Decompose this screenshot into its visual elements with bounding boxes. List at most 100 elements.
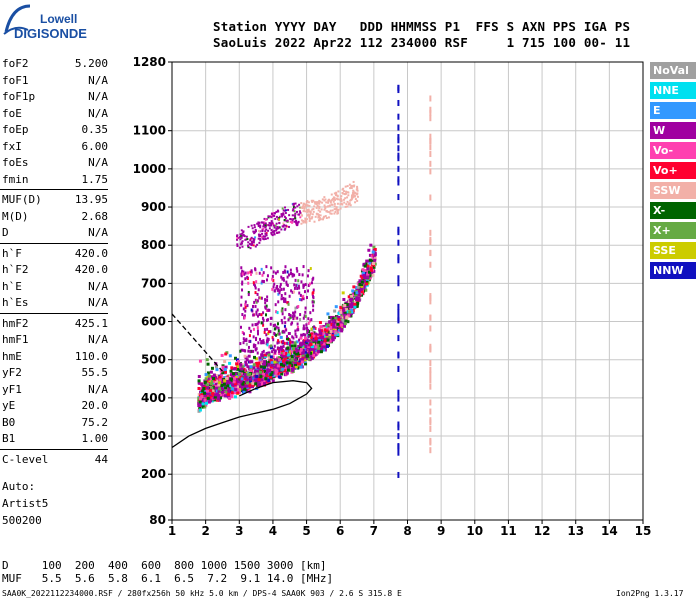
echo-point xyxy=(260,382,264,386)
echo-point xyxy=(353,301,357,305)
echo-point-spread xyxy=(281,307,284,311)
echo-point-spread xyxy=(294,306,297,310)
echo-point-spread xyxy=(283,299,286,303)
echo-point-spread xyxy=(298,298,301,302)
echo-point xyxy=(245,378,249,382)
echo-point xyxy=(352,285,356,289)
echo-point-spread xyxy=(262,349,265,353)
echo-point-hop xyxy=(347,194,350,197)
echo-point xyxy=(288,361,292,365)
echo-point-spread xyxy=(312,308,315,312)
echo-point xyxy=(303,359,307,363)
echo-point xyxy=(213,395,217,399)
echo-point-hop xyxy=(241,240,244,243)
param-row-hmf2: hmF2 425.1 xyxy=(2,316,108,332)
echo-point xyxy=(211,385,215,389)
echo-point-spread xyxy=(265,351,268,355)
echo-point xyxy=(315,342,319,346)
echo-point-spread xyxy=(300,298,303,302)
param-row-he: h`E N/A xyxy=(2,279,108,295)
echo-point-spread xyxy=(278,291,281,295)
echo-point-spread xyxy=(271,277,274,281)
echo-point xyxy=(338,329,342,333)
echo-point xyxy=(260,378,264,382)
echo-point-spread xyxy=(275,310,278,314)
echo-point-spread xyxy=(293,286,296,290)
echo-point xyxy=(290,364,294,368)
product-logo: DIGISONDE xyxy=(14,26,87,41)
interference-mark xyxy=(397,152,400,159)
echo-point xyxy=(214,379,218,383)
echo-point-hop xyxy=(266,237,269,240)
echo-point xyxy=(277,351,281,355)
echo-point xyxy=(304,350,308,354)
echo-point-hop xyxy=(238,246,241,249)
echo-point-hop xyxy=(334,210,337,213)
echo-point xyxy=(241,382,245,386)
echo-point xyxy=(291,368,295,372)
echo-point xyxy=(319,342,323,346)
echo-point-spread xyxy=(286,301,289,305)
echo-point xyxy=(257,378,261,382)
echo-point xyxy=(240,348,244,352)
echo-point xyxy=(351,289,355,293)
interference-mark xyxy=(397,309,400,316)
echo-point-hop xyxy=(335,191,338,194)
echo-point xyxy=(247,382,251,386)
echo-point-hop xyxy=(300,214,303,217)
echo-point xyxy=(318,321,322,325)
echo-point-spread xyxy=(302,294,305,298)
echo-point xyxy=(303,358,307,362)
echo-point xyxy=(234,356,238,360)
echo-point-spread xyxy=(283,269,286,273)
echo-point-spread xyxy=(303,314,306,318)
x-tick-label: 7 xyxy=(370,524,378,538)
echo-point-hop xyxy=(318,219,321,222)
echo-point xyxy=(234,378,238,382)
echo-point xyxy=(285,361,289,365)
echo-point xyxy=(311,345,315,349)
echo-point xyxy=(279,364,283,368)
echo-point-spread xyxy=(254,304,257,308)
echo-point-hop xyxy=(259,224,262,227)
y-tick-label: 600 xyxy=(141,315,166,329)
echo-point-spread xyxy=(282,278,285,282)
echo-point xyxy=(307,343,311,347)
echo-point xyxy=(250,360,254,364)
echo-point xyxy=(243,387,247,391)
echo-point-hop xyxy=(299,211,302,214)
echo-point xyxy=(243,372,247,376)
echo-point-spread xyxy=(265,265,268,269)
echo-point-hop xyxy=(268,227,271,230)
echo-point-hop xyxy=(278,218,281,221)
echo-point-hop xyxy=(238,236,241,239)
echo-point-hop xyxy=(258,221,261,224)
legend-item-e: E xyxy=(650,102,696,119)
echo-point xyxy=(229,384,233,388)
echo-point-spread xyxy=(262,280,265,284)
echo-point-hop xyxy=(273,226,276,229)
echo-point-hop xyxy=(336,212,339,215)
echo-point xyxy=(373,257,377,261)
echo-point xyxy=(263,369,267,373)
echo-point-hop xyxy=(256,222,259,225)
echo-point-hop xyxy=(265,233,268,236)
echo-point-spread xyxy=(281,321,284,325)
echo-point xyxy=(346,320,350,324)
echo-point-spread xyxy=(284,300,287,304)
echo-point-hop xyxy=(316,204,319,207)
echo-point xyxy=(287,332,291,336)
echo-point xyxy=(208,398,212,402)
echo-point-hop xyxy=(310,217,313,220)
interference-mark xyxy=(429,106,432,113)
echo-point-spread xyxy=(303,290,306,294)
echo-point xyxy=(220,383,224,387)
interference-mark xyxy=(397,239,400,246)
echo-point-spread xyxy=(265,318,268,322)
echo-point xyxy=(318,333,322,337)
echo-point-hop xyxy=(254,236,257,239)
echo-point xyxy=(246,365,250,369)
echo-point-spread xyxy=(285,282,288,286)
echo-point xyxy=(309,345,313,349)
echo-point xyxy=(350,310,354,314)
